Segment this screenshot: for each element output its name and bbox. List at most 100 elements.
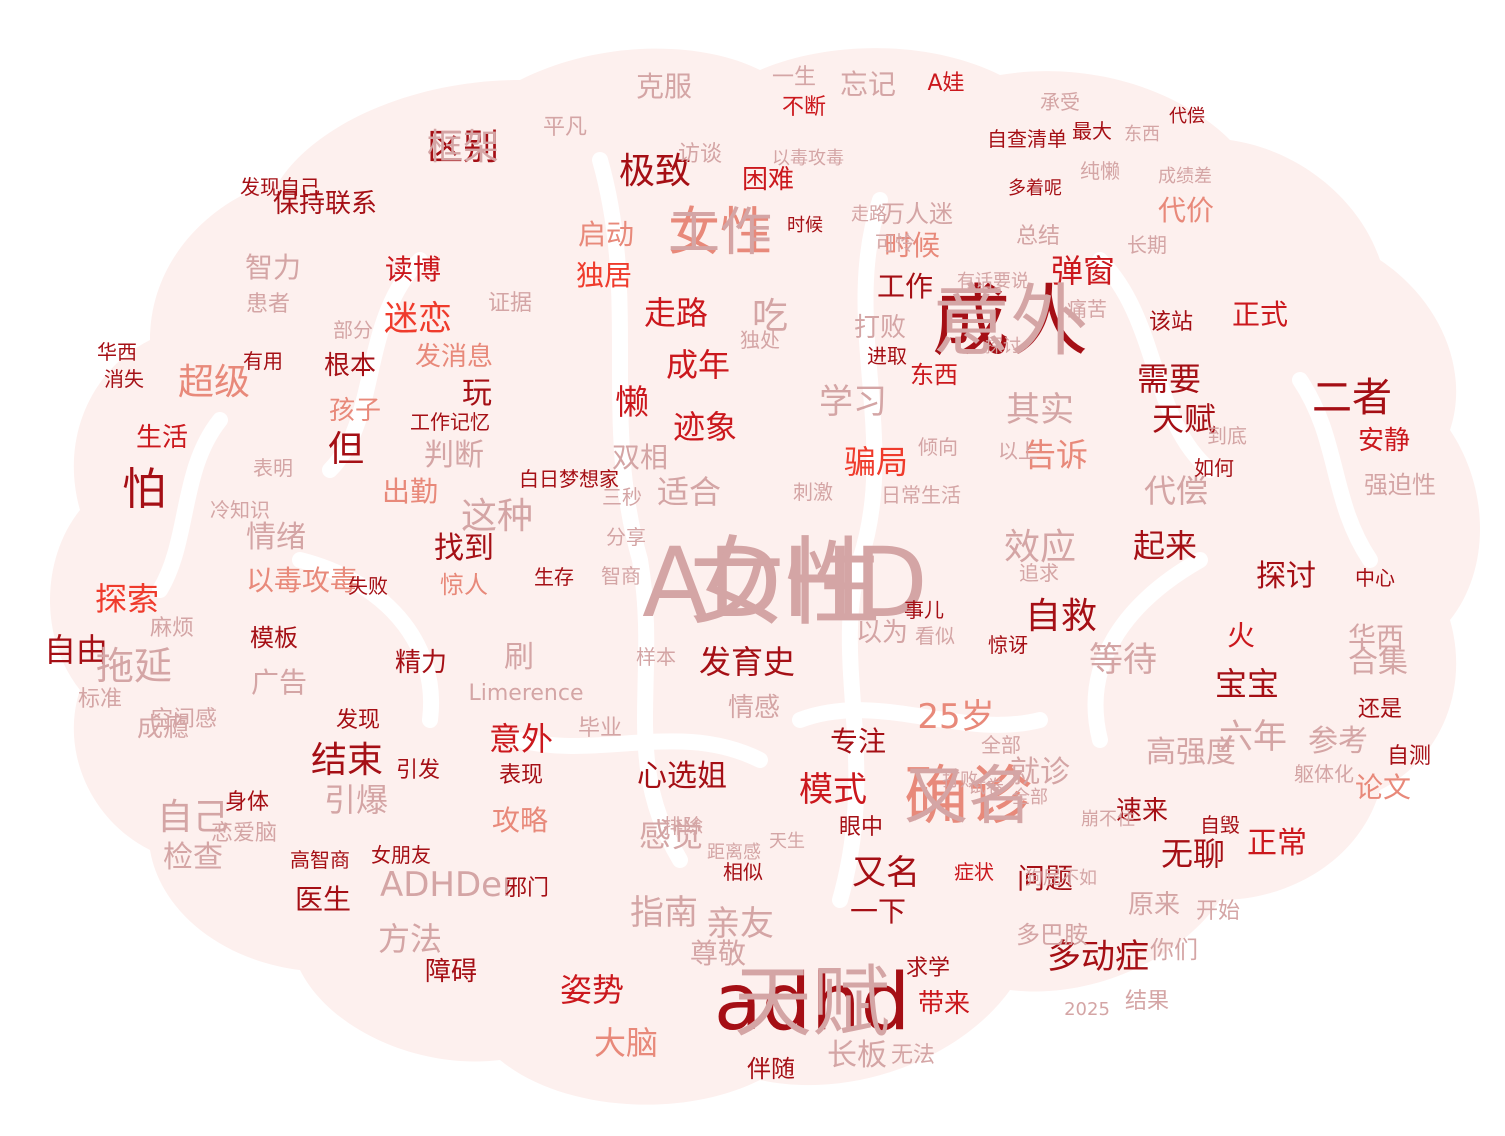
word: 正式 <box>1231 298 1289 331</box>
word: 邪门 <box>504 876 550 901</box>
word: 全部 <box>981 733 1021 757</box>
word: 恋爱脑 <box>210 821 278 846</box>
word: 拖延 <box>95 644 173 688</box>
word: 多着呢 <box>1008 178 1062 199</box>
word: 起来 <box>1132 527 1198 565</box>
word: 迹象 <box>672 408 738 446</box>
word: 发现 <box>335 708 381 733</box>
word: 参考 <box>1308 724 1368 759</box>
word: 又名 <box>904 760 1032 834</box>
word: 毕业 <box>577 716 623 741</box>
word: 一生 <box>771 65 817 90</box>
word: 保持联系 <box>272 189 378 219</box>
word: 探索 <box>94 580 160 618</box>
word: 不断 <box>781 95 827 120</box>
word: 可怜 <box>875 231 915 255</box>
word: 到底 <box>1207 424 1247 448</box>
word: 速来 <box>1115 796 1169 826</box>
word: 麻烦 <box>149 616 195 641</box>
word: 独处 <box>740 328 780 352</box>
word: 广告 <box>250 666 308 699</box>
word: 标准 <box>77 687 123 712</box>
word: 试卷 <box>968 777 1004 798</box>
word: 最大 <box>1072 119 1112 143</box>
word: 确诊 <box>904 760 1032 834</box>
word: 就诊 <box>1010 755 1070 790</box>
word: 身体 <box>224 790 270 815</box>
word: adhd <box>713 958 911 1048</box>
word: 华西 <box>1347 621 1405 654</box>
word: 发育史 <box>698 643 796 681</box>
word: 白日梦想家 <box>519 467 619 491</box>
word: 大脑 <box>593 1024 659 1062</box>
word: 承受 <box>1040 90 1080 114</box>
word: 冷知识 <box>210 498 270 522</box>
word: 进取 <box>867 344 907 368</box>
word: 宝宝 <box>1214 665 1280 703</box>
word: A娃 <box>927 71 965 96</box>
word: 样本 <box>636 645 676 669</box>
word: 感觉 <box>638 816 704 854</box>
word: 火 <box>1226 619 1256 652</box>
word: 失败 <box>348 574 388 598</box>
word: 检查 <box>163 840 223 875</box>
word: 证据 <box>487 291 533 316</box>
word: 生存 <box>534 565 574 589</box>
word: 还是 <box>1357 697 1403 722</box>
word: 探讨 <box>1256 559 1316 594</box>
word: 痛苦 <box>1067 297 1107 321</box>
word: 二者 <box>1312 375 1392 421</box>
word: 弹窗 <box>1050 252 1116 290</box>
word: 自查清单 <box>987 127 1067 151</box>
word: 原来 <box>1127 890 1181 920</box>
word: 超级 <box>177 362 251 403</box>
word: 刺激 <box>793 480 833 504</box>
word: 时候 <box>883 229 941 262</box>
word: 但 <box>327 429 365 470</box>
word: 找到 <box>434 531 494 566</box>
word: 尊敬 <box>689 937 747 970</box>
word: 2025 <box>1064 999 1110 1020</box>
word: 意外 <box>931 277 1089 367</box>
word: 障碍 <box>424 957 478 987</box>
word: 高强度 <box>1146 735 1236 770</box>
word: 工作 <box>667 203 773 263</box>
word: 亲友 <box>706 904 774 944</box>
word: 伴随 <box>747 1055 795 1083</box>
word: 判断 <box>424 438 484 473</box>
word: 女朋友 <box>371 843 431 867</box>
word: 出勤 <box>381 475 439 508</box>
word: 长板 <box>827 1038 887 1073</box>
word: 专注 <box>829 725 887 758</box>
word: 相似 <box>723 860 763 884</box>
word: 根本 <box>323 351 377 381</box>
word: 求学 <box>905 956 951 981</box>
word: 六年 <box>1219 717 1287 757</box>
word: 崩不住 <box>1081 809 1135 830</box>
word: 平凡 <box>542 115 588 140</box>
word: 告诉 <box>1023 436 1089 474</box>
word: 又名 <box>852 853 920 893</box>
word: 多巴胺 <box>1016 921 1088 949</box>
word: 孩子 <box>328 396 382 426</box>
word: 开始 <box>1195 899 1241 924</box>
word: 懒 <box>615 383 649 423</box>
word: 适合 <box>656 473 722 511</box>
word: 等待 <box>1089 640 1157 680</box>
word: 以毒攻毒 <box>772 148 844 169</box>
word: 怕 <box>122 464 166 515</box>
word: ADHDer <box>379 865 517 905</box>
word: 其实 <box>1006 390 1074 430</box>
word: 带来 <box>917 989 971 1019</box>
word: 长期 <box>1127 233 1167 257</box>
word: 如何 <box>1194 456 1234 480</box>
word: 倾向 <box>918 435 958 459</box>
word: 表明 <box>253 456 293 480</box>
word: 心选姐 <box>637 759 727 794</box>
word: 以为 <box>855 618 909 648</box>
word: 刷 <box>504 640 534 675</box>
word: 这种 <box>460 496 534 537</box>
word: 你们 <box>1150 936 1198 964</box>
